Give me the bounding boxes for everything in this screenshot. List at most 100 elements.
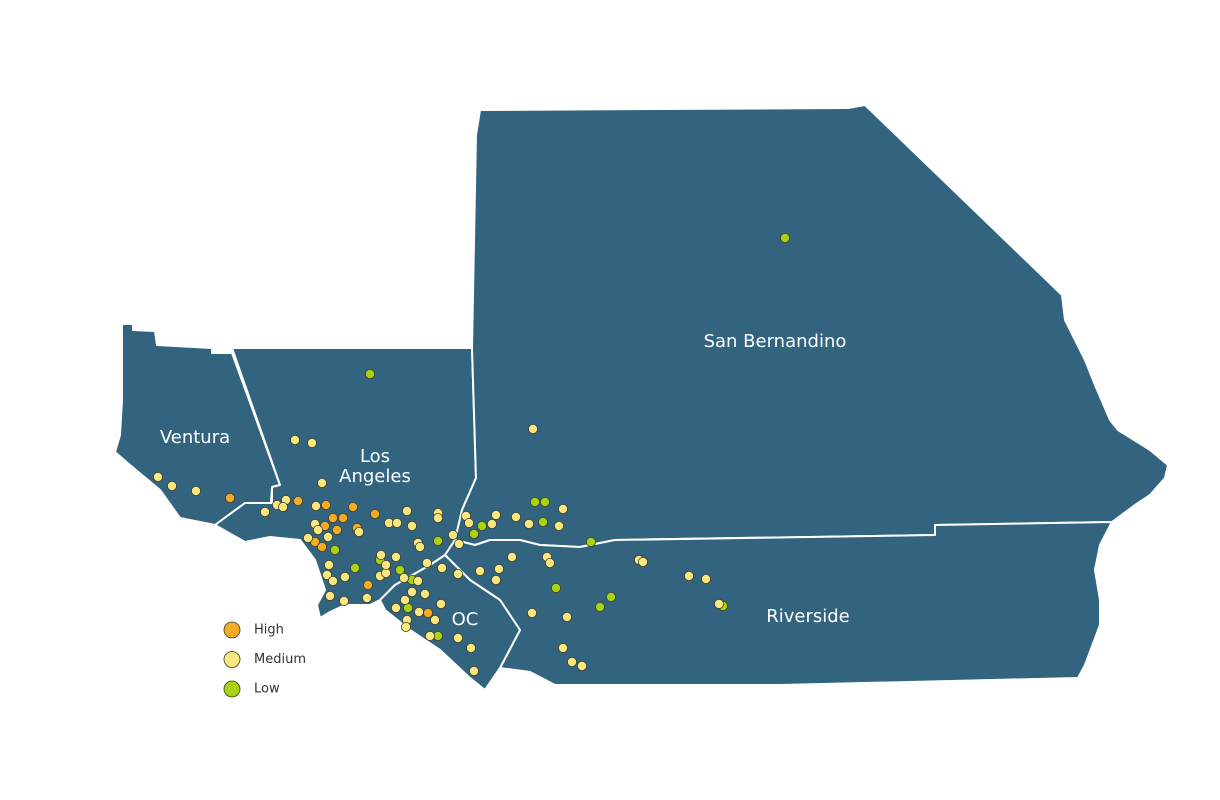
site-marker	[362, 580, 373, 591]
site-marker	[638, 557, 649, 568]
site-marker	[329, 545, 340, 556]
site-marker	[432, 536, 443, 547]
site-marker	[322, 532, 333, 543]
site-marker	[380, 560, 391, 571]
site-marker	[474, 566, 485, 577]
site-marker	[289, 434, 300, 445]
site-marker	[424, 631, 435, 642]
site-marker	[476, 521, 487, 532]
site-marker	[562, 612, 573, 623]
site-marker	[277, 501, 288, 512]
site-marker	[447, 530, 458, 541]
site-marker	[412, 576, 423, 587]
site-marker	[337, 513, 348, 524]
site-marker	[292, 495, 303, 506]
site-marker	[524, 519, 535, 530]
site-marker	[166, 480, 177, 491]
site-marker	[323, 560, 334, 571]
site-marker	[401, 505, 412, 516]
legend-label: Medium	[254, 652, 306, 667]
site-marker	[540, 496, 551, 507]
site-marker	[577, 661, 588, 672]
site-marker	[558, 643, 569, 654]
site-marker	[558, 503, 569, 514]
legend: High Medium Low	[223, 621, 306, 698]
site-marker	[528, 423, 539, 434]
legend-label: Low	[254, 682, 280, 697]
region-label: Los	[360, 446, 390, 467]
site-marker	[349, 563, 360, 574]
site-marker	[390, 603, 401, 614]
site-marker	[490, 509, 501, 520]
site-marker	[347, 501, 358, 512]
site-marker	[510, 512, 521, 523]
counties	[114, 104, 1169, 691]
site-marker	[606, 592, 617, 603]
site-marker	[400, 622, 411, 633]
site-marker	[435, 599, 446, 610]
site-marker	[554, 521, 565, 532]
site-marker	[538, 517, 549, 528]
site-marker	[780, 232, 791, 243]
site-marker	[506, 552, 517, 563]
region-label: Angeles	[339, 466, 411, 487]
site-marker	[429, 615, 440, 626]
legend-swatch	[223, 651, 241, 668]
site-marker	[527, 608, 538, 619]
site-marker	[468, 666, 479, 677]
site-marker	[375, 550, 386, 561]
site-marker	[339, 572, 350, 583]
legend-swatch	[223, 621, 241, 639]
site-marker	[465, 643, 476, 654]
riverside-county	[444, 521, 1113, 686]
site-marker	[316, 477, 327, 488]
site-marker	[406, 587, 417, 598]
site-marker	[390, 552, 401, 563]
site-marker	[312, 525, 323, 536]
site-marker	[259, 506, 270, 517]
site-marker	[190, 485, 201, 496]
site-marker	[302, 533, 313, 544]
san-bernardino-county	[454, 104, 1169, 548]
site-marker	[422, 608, 433, 619]
site-marker	[320, 499, 331, 510]
site-marker	[463, 518, 474, 529]
site-marker	[421, 558, 432, 569]
site-marker	[419, 589, 430, 600]
site-markers	[152, 232, 791, 677]
site-marker	[391, 518, 402, 529]
site-marker	[452, 633, 463, 644]
site-marker	[493, 564, 504, 575]
site-marker	[414, 542, 425, 553]
site-marker	[316, 542, 327, 553]
site-marker	[453, 539, 464, 550]
site-marker	[327, 576, 338, 587]
site-marker	[432, 513, 443, 524]
region-label: Ventura	[160, 427, 230, 448]
site-marker	[530, 496, 541, 507]
region-label: San Bernandino	[704, 331, 847, 352]
site-marker	[399, 595, 410, 606]
site-marker	[436, 563, 447, 574]
site-marker	[321, 570, 332, 581]
site-marker	[394, 565, 405, 576]
site-marker	[586, 537, 597, 548]
site-marker	[413, 607, 424, 618]
site-marker	[310, 500, 321, 511]
site-marker	[364, 368, 375, 379]
site-marker	[486, 519, 497, 530]
site-marker	[353, 527, 364, 538]
site-marker	[567, 657, 578, 668]
region-label: Riverside	[766, 606, 850, 627]
site-marker	[701, 574, 712, 585]
region-label: OC	[452, 609, 479, 630]
site-marker	[306, 437, 317, 448]
site-marker	[361, 593, 372, 604]
site-marker	[452, 569, 463, 580]
site-marker	[338, 596, 349, 607]
site-marker	[468, 529, 479, 540]
site-marker	[331, 525, 342, 536]
site-marker	[152, 471, 163, 482]
